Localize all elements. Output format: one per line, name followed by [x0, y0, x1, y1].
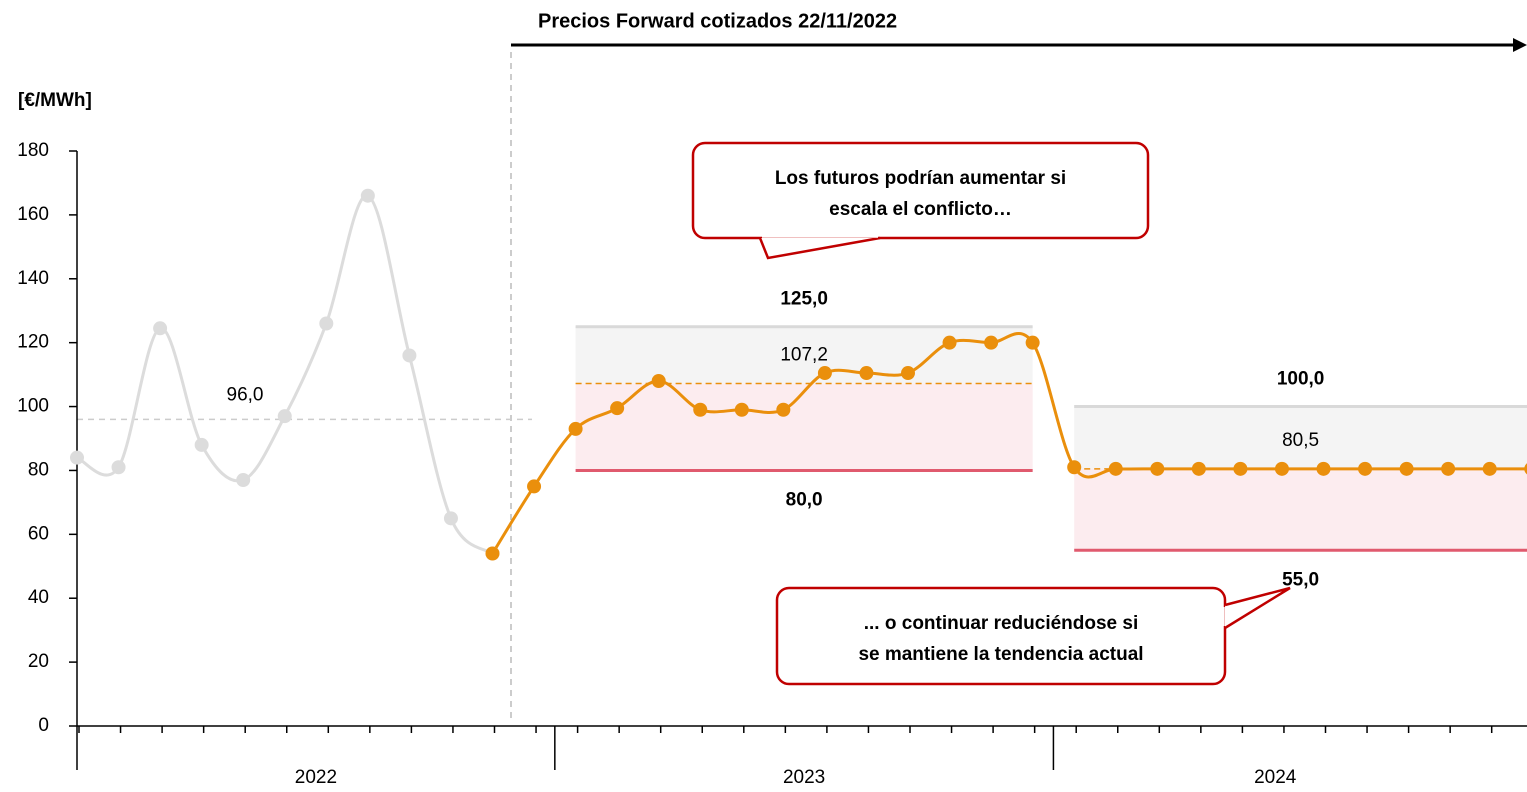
series-marker — [1233, 461, 1248, 476]
y-tick-label: 20 — [28, 651, 49, 672]
y-tick-label: 120 — [17, 332, 49, 353]
band-mid-label: 107,2 — [780, 345, 828, 366]
series-marker — [817, 366, 832, 381]
series-marker — [277, 409, 292, 424]
series-marker — [734, 402, 749, 417]
callout-text: ... o continuar reduciéndose si — [864, 613, 1139, 634]
callout-box — [691, 141, 1150, 240]
y-tick-label: 160 — [17, 204, 49, 225]
band-low-label: 55,0 — [1282, 569, 1319, 590]
series-marker — [1274, 461, 1289, 476]
y-axis-label: [€/MWh] — [18, 90, 92, 111]
band-upper — [1074, 406, 1527, 469]
series-marker — [693, 402, 708, 417]
callout-tail — [1224, 586, 1291, 630]
y-tick-label: 100 — [17, 396, 49, 417]
series-marker — [1524, 463, 1527, 475]
callout-text: se mantiene la tendencia actual — [858, 644, 1143, 665]
band-upper — [575, 326, 1033, 384]
series-marker — [443, 511, 458, 526]
callout-tail — [758, 236, 881, 260]
series-marker — [236, 473, 251, 488]
series-marker — [1108, 461, 1123, 476]
y-tick-label: 0 — [38, 715, 49, 736]
series-marker — [319, 316, 334, 331]
series-marker — [1358, 461, 1373, 476]
callout-text: Los futuros podrían aumentar si — [775, 168, 1066, 189]
callout-box — [775, 586, 1227, 686]
year-label: 2024 — [1254, 767, 1297, 788]
series-marker — [651, 374, 666, 388]
series-marker — [1025, 335, 1040, 350]
series-marker — [1316, 461, 1331, 476]
series-marker — [402, 348, 417, 363]
band-low-label: 80,0 — [786, 489, 823, 510]
series-marker — [360, 188, 375, 203]
series-marker — [1399, 461, 1414, 476]
y-tick-label: 140 — [17, 268, 49, 289]
arrow-head — [1513, 38, 1527, 52]
chart-title: Precios Forward cotizados 22/11/2022 — [538, 10, 897, 32]
reference-label: 96,0 — [227, 384, 264, 405]
callout: ... o continuar reduciéndose si se mantie… — [775, 586, 1291, 686]
series-marker — [610, 401, 625, 416]
callout-text: escala el conflicto… — [829, 199, 1012, 220]
band-mid-label: 80,5 — [1282, 430, 1319, 451]
series-line — [76, 194, 494, 555]
series-marker — [1067, 460, 1082, 475]
y-tick-label: 180 — [17, 140, 49, 161]
y-tick-label: 40 — [28, 587, 49, 608]
series-marker — [527, 479, 542, 494]
series-marker — [194, 437, 209, 452]
series-marker — [568, 421, 583, 436]
series-marker — [859, 366, 874, 381]
y-tick-label: 80 — [28, 459, 49, 480]
series-marker — [1482, 461, 1497, 476]
series-marker — [1150, 461, 1165, 476]
series-marker — [942, 335, 957, 350]
callout: Los futuros podrían aumentar si escala el… — [691, 141, 1150, 260]
series-marker — [70, 450, 84, 465]
band-lower — [1074, 468, 1527, 551]
band-lower — [575, 383, 1033, 471]
series-marker — [901, 366, 915, 381]
series-marker — [111, 460, 126, 475]
series-marker — [776, 402, 791, 417]
series-marker — [984, 335, 999, 350]
band-high-label: 125,0 — [780, 289, 828, 310]
series-marker — [485, 546, 500, 561]
series-marker — [1441, 461, 1456, 476]
year-label: 2023 — [783, 767, 825, 788]
series-marker — [153, 321, 168, 336]
band-high-label: 100,0 — [1277, 369, 1325, 390]
year-label: 2022 — [295, 767, 337, 788]
y-tick-label: 60 — [28, 523, 49, 544]
series-marker — [1191, 461, 1206, 476]
